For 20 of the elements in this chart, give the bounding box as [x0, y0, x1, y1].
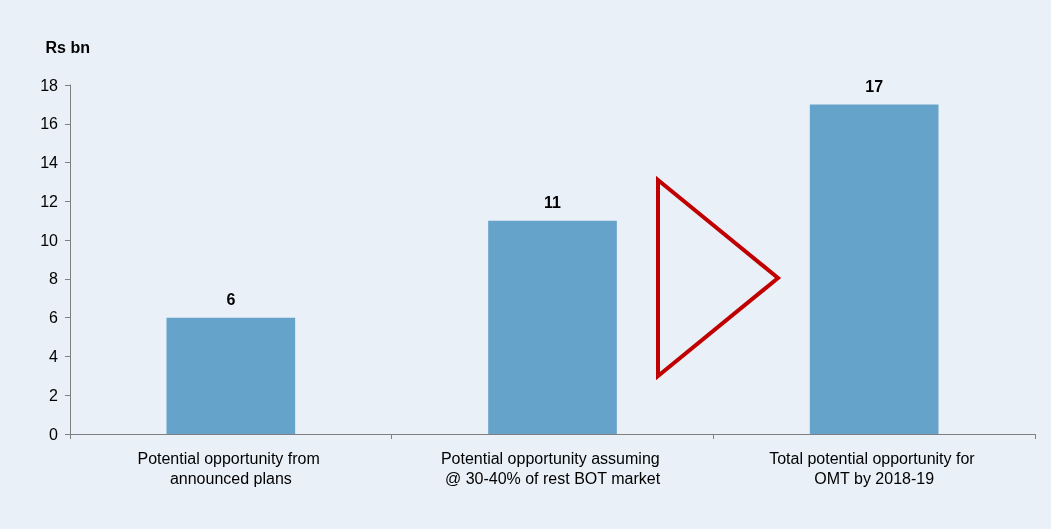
bar	[166, 317, 296, 434]
data-label: 11	[544, 194, 562, 212]
y-tick-label: 8	[49, 270, 59, 288]
y-tick-label: 0	[49, 425, 59, 443]
bar	[488, 220, 617, 434]
y-tick-label: 2	[49, 386, 59, 404]
y-tick-label: 18	[40, 76, 59, 94]
x-tick-label: Total potential opportunity for OMT by 2018-19	[769, 449, 980, 487]
bar	[809, 104, 939, 434]
x-tick-label: Potential opportunity assuming @ 30-40% of rest BOT market	[440, 449, 665, 487]
data-label: 17	[865, 77, 884, 95]
data-label: 6	[226, 291, 236, 309]
x-tick-label: Potential opportunity from announced plans	[137, 449, 325, 487]
y-tick-label: 16	[40, 115, 59, 133]
y-tick-label: 6	[49, 309, 59, 327]
y-axis-title: Rs bn	[45, 38, 90, 56]
y-tick-label: 12	[40, 192, 59, 210]
y-tick-label: 4	[49, 347, 59, 365]
y-tick-label: 14	[40, 154, 59, 172]
y-tick-label: 10	[40, 231, 59, 249]
